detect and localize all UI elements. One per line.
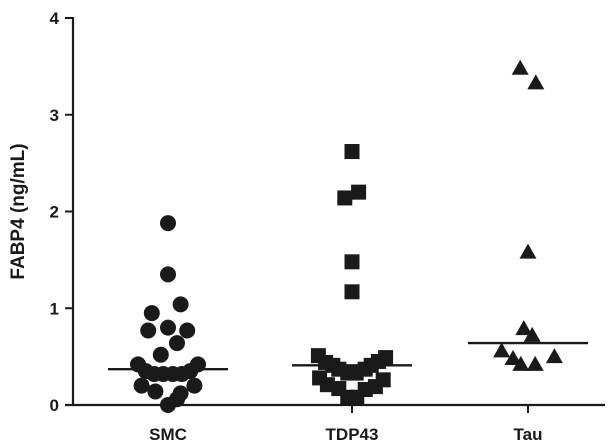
- data-point-triangle: [519, 243, 537, 259]
- data-points: [130, 59, 563, 413]
- data-point-circle: [160, 266, 176, 283]
- data-point-square: [344, 254, 360, 270]
- data-point-circle: [140, 322, 157, 339]
- data-point-square: [344, 144, 360, 160]
- data-point-circle: [160, 215, 176, 232]
- data-point-circle: [143, 305, 160, 322]
- data-point-triangle: [523, 326, 541, 342]
- data-point-circle: [182, 363, 199, 380]
- y-tick-label: 0: [50, 396, 59, 415]
- data-point-triangle: [527, 74, 545, 90]
- y-tick-label: 4: [50, 9, 60, 28]
- data-point-circle: [152, 346, 169, 363]
- data-point-circle: [133, 377, 150, 394]
- y-tick-label: 1: [50, 299, 59, 318]
- data-point-triangle: [512, 355, 530, 371]
- data-point-circle: [147, 383, 164, 400]
- x-tick-label-tau: Tau: [514, 425, 543, 444]
- data-point-circle: [179, 322, 196, 339]
- x-ticks: SMC TDP43 Tau: [149, 405, 542, 444]
- data-point-square: [351, 184, 367, 200]
- data-point-triangle: [545, 348, 563, 364]
- data-point-triangle: [493, 342, 511, 358]
- data-point-triangle: [515, 320, 533, 336]
- data-point-circle: [169, 335, 185, 352]
- data-point-circle: [160, 319, 176, 336]
- data-point-square: [319, 377, 335, 393]
- data-point-square: [349, 389, 365, 405]
- x-tick-label-smc: SMC: [149, 425, 187, 444]
- data-point-square: [337, 190, 353, 206]
- data-point-circle: [186, 377, 203, 394]
- data-point-triangle: [504, 350, 522, 366]
- data-point-circle: [169, 391, 185, 408]
- data-point-triangle: [526, 355, 544, 371]
- y-axis-title: FABP4 (ng/mL): [8, 143, 29, 279]
- data-point-square: [344, 284, 360, 300]
- data-point-triangle: [511, 59, 529, 75]
- x-tick-label-tdp43: TDP43: [326, 425, 379, 444]
- median-lines: [108, 341, 588, 371]
- y-tick-label: 3: [50, 106, 59, 125]
- data-point-circle: [172, 296, 189, 313]
- y-ticks: 0 1 2 3 4: [50, 9, 73, 415]
- data-point-square: [348, 365, 364, 381]
- y-tick-label: 2: [50, 203, 59, 222]
